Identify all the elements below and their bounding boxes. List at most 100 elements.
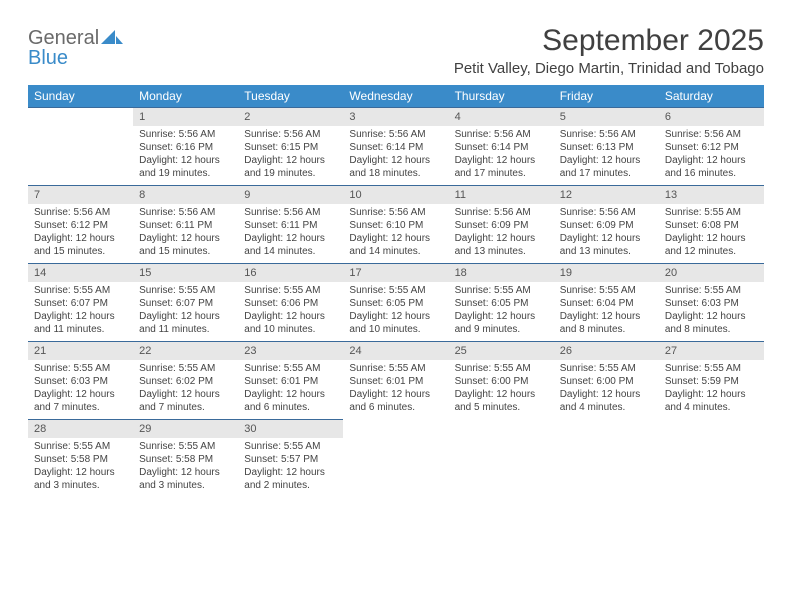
day-data: Sunrise: 5:55 AMSunset: 6:00 PMDaylight:… bbox=[554, 360, 659, 418]
daylight-line: Daylight: 12 hours and 4 minutes. bbox=[560, 388, 653, 414]
calendar-cell: 17Sunrise: 5:55 AMSunset: 6:05 PMDayligh… bbox=[343, 264, 448, 342]
daylight-line: Daylight: 12 hours and 14 minutes. bbox=[244, 232, 337, 258]
day-number: 22 bbox=[133, 342, 238, 360]
weekday-header: Wednesday bbox=[343, 85, 448, 108]
sunrise-line: Sunrise: 5:56 AM bbox=[244, 206, 337, 219]
calendar-cell: 14Sunrise: 5:55 AMSunset: 6:07 PMDayligh… bbox=[28, 264, 133, 342]
calendar-cell: 16Sunrise: 5:55 AMSunset: 6:06 PMDayligh… bbox=[238, 264, 343, 342]
sunrise-line: Sunrise: 5:56 AM bbox=[455, 128, 548, 141]
calendar-cell: 1Sunrise: 5:56 AMSunset: 6:16 PMDaylight… bbox=[133, 108, 238, 186]
day-data: Sunrise: 5:56 AMSunset: 6:13 PMDaylight:… bbox=[554, 126, 659, 184]
calendar-cell: 24Sunrise: 5:55 AMSunset: 6:01 PMDayligh… bbox=[343, 342, 448, 420]
sunset-line: Sunset: 6:03 PM bbox=[665, 297, 758, 310]
daylight-line: Daylight: 12 hours and 8 minutes. bbox=[560, 310, 653, 336]
day-data: Sunrise: 5:55 AMSunset: 5:57 PMDaylight:… bbox=[238, 438, 343, 496]
logo-word-general: General bbox=[28, 27, 99, 49]
sunrise-line: Sunrise: 5:56 AM bbox=[349, 206, 442, 219]
daylight-line: Daylight: 12 hours and 5 minutes. bbox=[455, 388, 548, 414]
sunrise-line: Sunrise: 5:56 AM bbox=[665, 128, 758, 141]
sunset-line: Sunset: 5:59 PM bbox=[665, 375, 758, 388]
sunrise-line: Sunrise: 5:56 AM bbox=[455, 206, 548, 219]
header: General Blue September 2025 Petit Valley… bbox=[28, 24, 764, 77]
logo-sail-icon bbox=[101, 28, 123, 48]
day-data: Sunrise: 5:55 AMSunset: 6:07 PMDaylight:… bbox=[133, 282, 238, 340]
day-number: 14 bbox=[28, 264, 133, 282]
day-data: Sunrise: 5:56 AMSunset: 6:11 PMDaylight:… bbox=[133, 204, 238, 262]
day-data: Sunrise: 5:56 AMSunset: 6:12 PMDaylight:… bbox=[659, 126, 764, 184]
sunrise-line: Sunrise: 5:56 AM bbox=[349, 128, 442, 141]
day-number: 23 bbox=[238, 342, 343, 360]
day-number: 27 bbox=[659, 342, 764, 360]
day-data: Sunrise: 5:55 AMSunset: 6:01 PMDaylight:… bbox=[238, 360, 343, 418]
daylight-line: Daylight: 12 hours and 19 minutes. bbox=[244, 154, 337, 180]
sunrise-line: Sunrise: 5:55 AM bbox=[34, 362, 127, 375]
sunset-line: Sunset: 6:08 PM bbox=[665, 219, 758, 232]
day-number: 25 bbox=[449, 342, 554, 360]
sunrise-line: Sunrise: 5:55 AM bbox=[455, 362, 548, 375]
day-data: Sunrise: 5:55 AMSunset: 6:05 PMDaylight:… bbox=[449, 282, 554, 340]
day-data: Sunrise: 5:56 AMSunset: 6:09 PMDaylight:… bbox=[449, 204, 554, 262]
daylight-line: Daylight: 12 hours and 7 minutes. bbox=[139, 388, 232, 414]
calendar-cell: 20Sunrise: 5:55 AMSunset: 6:03 PMDayligh… bbox=[659, 264, 764, 342]
calendar-cell: 11Sunrise: 5:56 AMSunset: 6:09 PMDayligh… bbox=[449, 186, 554, 264]
daylight-line: Daylight: 12 hours and 7 minutes. bbox=[34, 388, 127, 414]
day-data: Sunrise: 5:56 AMSunset: 6:10 PMDaylight:… bbox=[343, 204, 448, 262]
calendar-cell: 6Sunrise: 5:56 AMSunset: 6:12 PMDaylight… bbox=[659, 108, 764, 186]
day-data: Sunrise: 5:55 AMSunset: 5:58 PMDaylight:… bbox=[133, 438, 238, 496]
day-number: 16 bbox=[238, 264, 343, 282]
sunrise-line: Sunrise: 5:55 AM bbox=[349, 284, 442, 297]
sunrise-line: Sunrise: 5:56 AM bbox=[139, 206, 232, 219]
weekday-header: Sunday bbox=[28, 85, 133, 108]
title-block: September 2025 Petit Valley, Diego Marti… bbox=[454, 24, 764, 77]
calendar-cell: 13Sunrise: 5:55 AMSunset: 6:08 PMDayligh… bbox=[659, 186, 764, 264]
day-number: 7 bbox=[28, 186, 133, 204]
calendar-cell: 21Sunrise: 5:55 AMSunset: 6:03 PMDayligh… bbox=[28, 342, 133, 420]
sunset-line: Sunset: 6:02 PM bbox=[139, 375, 232, 388]
day-data: Sunrise: 5:55 AMSunset: 6:02 PMDaylight:… bbox=[133, 360, 238, 418]
calendar-cell: 8Sunrise: 5:56 AMSunset: 6:11 PMDaylight… bbox=[133, 186, 238, 264]
day-number: 17 bbox=[343, 264, 448, 282]
sunset-line: Sunset: 6:05 PM bbox=[349, 297, 442, 310]
sunset-line: Sunset: 6:00 PM bbox=[560, 375, 653, 388]
sunrise-line: Sunrise: 5:55 AM bbox=[560, 284, 653, 297]
weekday-header: Thursday bbox=[449, 85, 554, 108]
day-data: Sunrise: 5:56 AMSunset: 6:09 PMDaylight:… bbox=[554, 204, 659, 262]
sunset-line: Sunset: 6:00 PM bbox=[455, 375, 548, 388]
sunset-line: Sunset: 6:04 PM bbox=[560, 297, 653, 310]
day-data: Sunrise: 5:55 AMSunset: 6:03 PMDaylight:… bbox=[659, 282, 764, 340]
sunrise-line: Sunrise: 5:55 AM bbox=[665, 206, 758, 219]
calendar-cell: 28Sunrise: 5:55 AMSunset: 5:58 PMDayligh… bbox=[28, 420, 133, 498]
day-number: 15 bbox=[133, 264, 238, 282]
calendar-cell bbox=[343, 420, 448, 498]
day-data: Sunrise: 5:55 AMSunset: 6:03 PMDaylight:… bbox=[28, 360, 133, 418]
weekday-header: Saturday bbox=[659, 85, 764, 108]
sunset-line: Sunset: 6:11 PM bbox=[244, 219, 337, 232]
day-number: 3 bbox=[343, 108, 448, 126]
daylight-line: Daylight: 12 hours and 17 minutes. bbox=[560, 154, 653, 180]
sunrise-line: Sunrise: 5:55 AM bbox=[34, 440, 127, 453]
day-data: Sunrise: 5:56 AMSunset: 6:16 PMDaylight:… bbox=[133, 126, 238, 184]
sunset-line: Sunset: 6:12 PM bbox=[34, 219, 127, 232]
calendar-cell: 2Sunrise: 5:56 AMSunset: 6:15 PMDaylight… bbox=[238, 108, 343, 186]
sunrise-line: Sunrise: 5:55 AM bbox=[244, 284, 337, 297]
day-number: 4 bbox=[449, 108, 554, 126]
calendar-table: Sunday Monday Tuesday Wednesday Thursday… bbox=[28, 85, 764, 498]
day-data: Sunrise: 5:56 AMSunset: 6:11 PMDaylight:… bbox=[238, 204, 343, 262]
sunrise-line: Sunrise: 5:55 AM bbox=[665, 362, 758, 375]
sunset-line: Sunset: 5:58 PM bbox=[139, 453, 232, 466]
day-number: 5 bbox=[554, 108, 659, 126]
weekday-header: Friday bbox=[554, 85, 659, 108]
day-number: 6 bbox=[659, 108, 764, 126]
daylight-line: Daylight: 12 hours and 17 minutes. bbox=[455, 154, 548, 180]
sunset-line: Sunset: 6:06 PM bbox=[244, 297, 337, 310]
sunrise-line: Sunrise: 5:56 AM bbox=[34, 206, 127, 219]
day-number: 10 bbox=[343, 186, 448, 204]
daylight-line: Daylight: 12 hours and 6 minutes. bbox=[244, 388, 337, 414]
daylight-line: Daylight: 12 hours and 16 minutes. bbox=[665, 154, 758, 180]
sunrise-line: Sunrise: 5:55 AM bbox=[34, 284, 127, 297]
day-number: 21 bbox=[28, 342, 133, 360]
calendar-cell: 23Sunrise: 5:55 AMSunset: 6:01 PMDayligh… bbox=[238, 342, 343, 420]
sunrise-line: Sunrise: 5:56 AM bbox=[244, 128, 337, 141]
sunset-line: Sunset: 6:03 PM bbox=[34, 375, 127, 388]
sunset-line: Sunset: 6:13 PM bbox=[560, 141, 653, 154]
